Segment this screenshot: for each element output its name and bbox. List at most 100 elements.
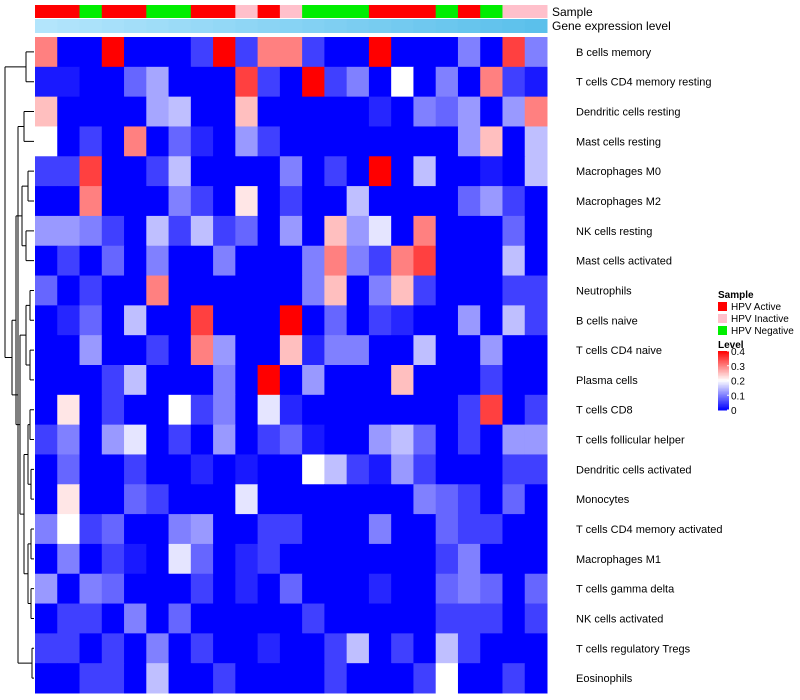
heatmap-cell	[435, 454, 459, 485]
expression-annotation-cell	[257, 19, 281, 33]
heatmap-cell	[368, 454, 392, 485]
heatmap-cell	[302, 156, 325, 187]
heatmap-cell	[435, 633, 459, 664]
heatmap-cell	[257, 484, 281, 515]
heatmap-cell	[190, 514, 214, 545]
level-legend-title: Level	[718, 340, 744, 351]
heatmap-cell	[146, 603, 170, 634]
level-legend-gradient-step	[718, 399, 729, 402]
heatmap-cell	[457, 365, 481, 396]
level-legend-gradient-step	[718, 390, 729, 393]
heatmap-cell	[346, 66, 370, 98]
heatmap-cell	[413, 484, 437, 515]
heatmap-cell	[235, 37, 259, 68]
heatmap-cell	[435, 603, 459, 634]
heatmap-cell	[368, 186, 392, 217]
sample-annotation-cell	[391, 5, 414, 18]
level-legend-tick-label: 0.2	[731, 377, 745, 388]
heatmap-cell	[302, 573, 325, 605]
heatmap-cell	[435, 365, 459, 396]
heatmap-cell	[35, 215, 58, 247]
heatmap-cell	[257, 66, 281, 98]
heatmap-cell	[124, 186, 147, 217]
heatmap-cell	[235, 514, 259, 545]
heatmap-cell	[457, 305, 481, 336]
sample-annotation-cell	[190, 5, 214, 18]
heatmap-cell	[480, 186, 503, 217]
heatmap-cell	[435, 186, 459, 217]
heatmap-cell	[190, 245, 214, 277]
heatmap-cell	[35, 156, 58, 187]
heatmap-cell	[524, 66, 548, 98]
expression-annotation-cell	[435, 19, 459, 33]
heatmap-cell	[324, 305, 348, 336]
heatmap-cell	[35, 514, 58, 545]
expression-track-label: Gene expression level	[552, 19, 671, 33]
heatmap-cell	[480, 305, 503, 336]
heatmap-cell	[124, 454, 147, 485]
heatmap-cell	[146, 663, 170, 694]
heatmap-cell	[168, 275, 192, 306]
heatmap-cell	[391, 603, 414, 634]
level-legend-gradient-step	[718, 353, 729, 356]
sample-annotation-cell	[257, 5, 281, 18]
level-legend-gradient-step	[718, 398, 729, 401]
heatmap-cell	[257, 156, 281, 187]
heatmap-cell	[168, 424, 192, 455]
heatmap-cell	[235, 245, 259, 277]
sample-legend-swatch	[718, 302, 727, 311]
level-legend-gradient-step	[718, 393, 729, 396]
heatmap-cell	[213, 603, 236, 634]
heatmap-cell	[368, 335, 392, 366]
heatmap-cell	[213, 484, 236, 515]
heatmap-cell	[457, 663, 481, 694]
heatmap-cell	[368, 424, 392, 455]
heatmap-cell	[235, 365, 259, 396]
heatmap-cell	[524, 454, 548, 485]
row-label: Plasma cells	[576, 375, 638, 387]
heatmap-cell	[57, 37, 81, 68]
heatmap-cell	[324, 394, 348, 426]
heatmap-cell	[368, 275, 392, 306]
sample-annotation-cell	[524, 5, 548, 18]
heatmap-cell	[57, 66, 81, 98]
sample-annotation-cell	[168, 5, 192, 18]
heatmap-cell	[146, 633, 170, 664]
heatmap-cell	[435, 394, 459, 426]
heatmap-cell	[168, 215, 192, 247]
heatmap-cell	[213, 245, 236, 277]
row-label: T cells CD8	[576, 405, 633, 417]
heatmap-cell	[57, 603, 81, 634]
row-label: NK cells activated	[576, 613, 663, 625]
heatmap-cell	[502, 126, 526, 157]
heatmap-cell	[391, 543, 414, 575]
heatmap-cell	[302, 245, 325, 277]
heatmap-cell	[391, 66, 414, 98]
sample-annotation-cell	[368, 5, 392, 18]
heatmap-cell	[257, 394, 281, 426]
heatmap-cell	[146, 335, 170, 366]
heatmap-cell	[190, 633, 214, 664]
heatmap-cell	[413, 37, 437, 68]
heatmap-cell	[302, 424, 325, 455]
level-legend-gradient-step	[718, 383, 729, 386]
heatmap-cell	[101, 633, 125, 664]
heatmap-cell	[324, 603, 348, 634]
heatmap-cell	[524, 335, 548, 366]
heatmap-cell	[480, 543, 503, 575]
heatmap-cell	[346, 335, 370, 366]
row-label: T cells regulatory Tregs	[576, 643, 691, 655]
heatmap-cell	[413, 543, 437, 575]
heatmap-cell	[35, 394, 58, 426]
heatmap-cell	[101, 37, 125, 68]
heatmap-cell	[35, 543, 58, 575]
heatmap-cell	[57, 96, 81, 127]
level-legend-gradient-step	[718, 395, 729, 398]
heatmap-cell	[213, 37, 236, 68]
heatmap-cell	[524, 424, 548, 455]
heatmap-cell	[346, 663, 370, 694]
heatmap-cell	[257, 424, 281, 455]
heatmap-cell	[124, 275, 147, 306]
heatmap-cell	[235, 215, 259, 247]
heatmap-cell	[302, 275, 325, 306]
